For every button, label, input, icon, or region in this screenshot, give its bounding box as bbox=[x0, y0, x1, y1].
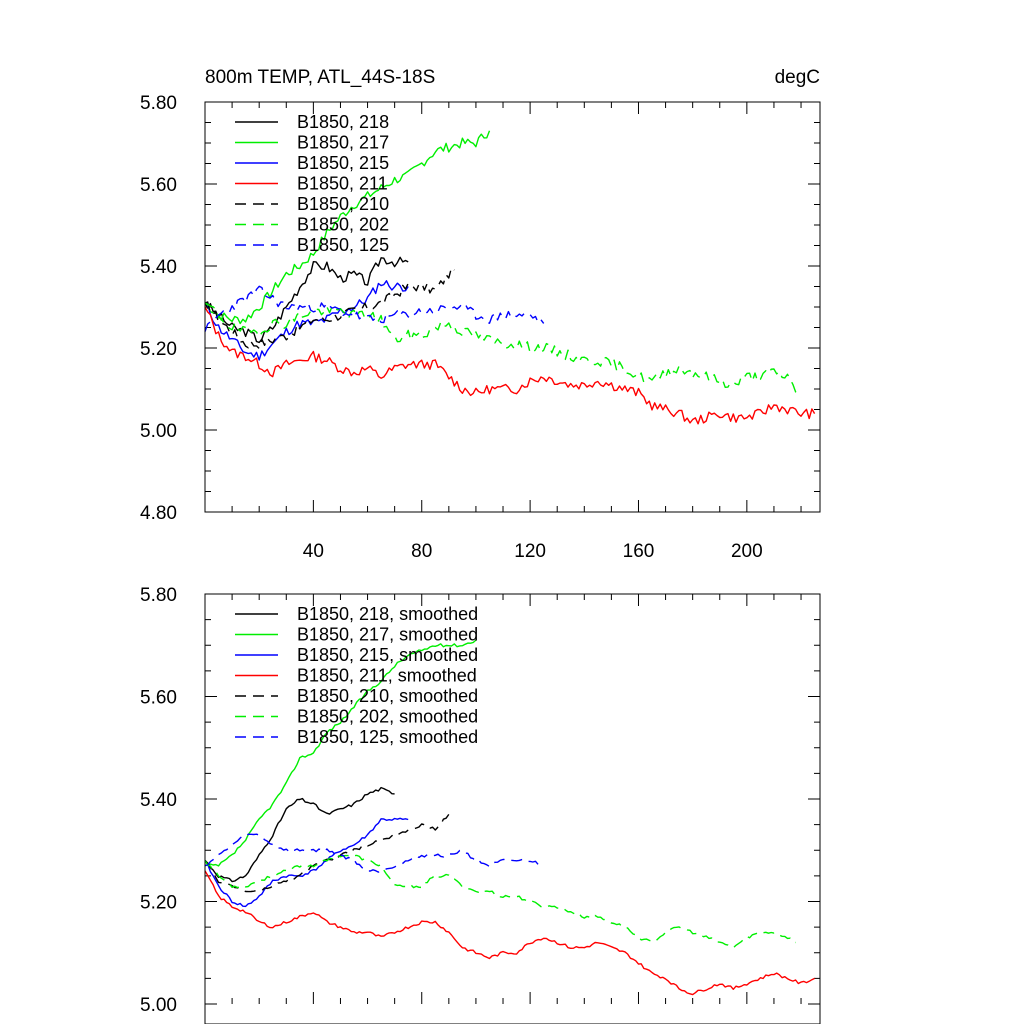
series-line bbox=[204, 817, 409, 908]
series-line bbox=[204, 870, 815, 996]
series-line bbox=[204, 302, 802, 398]
legend-label: B1850, 125, smoothed bbox=[297, 727, 478, 747]
top-panel-series bbox=[204, 130, 816, 425]
top-panel: 800m TEMP, ATL_44S-18S degC 4.80 5.00 5.20… bbox=[140, 67, 821, 562]
top-chart-title: 800m TEMP, ATL_44S-18S bbox=[205, 67, 435, 88]
legend-label: B1850, 215 bbox=[297, 153, 389, 173]
y-tick-label: 5.60 bbox=[140, 688, 177, 709]
legend-label: B1850, 217 bbox=[297, 133, 389, 153]
y-tick-label: 5.80 bbox=[140, 585, 177, 606]
y-tick-label: 5.40 bbox=[140, 790, 177, 811]
x-tick-label: 120 bbox=[514, 541, 546, 562]
x-tick-label: 80 bbox=[411, 541, 432, 562]
top-panel-ticks: 4.80 5.00 5.20 5.40 5.60 5.80 40 80 120 160 200 bbox=[140, 93, 820, 562]
bottom-panel-ticks: 5.00 5.20 5.40 5.60 5.80 bbox=[140, 585, 820, 1016]
series-line bbox=[204, 280, 409, 361]
legend-label: B1850, 125 bbox=[297, 235, 389, 255]
x-tick-label: 160 bbox=[623, 541, 655, 562]
series-line bbox=[204, 285, 545, 332]
legend-label: B1850, 215, smoothed bbox=[297, 645, 478, 665]
legend-label: B1850, 211 bbox=[297, 174, 388, 194]
legend-label: B1850, 211, smoothed bbox=[297, 666, 477, 686]
top-plot-frame bbox=[204, 101, 821, 513]
series-line bbox=[204, 266, 455, 350]
y-tick-label: 5.80 bbox=[140, 93, 177, 114]
series-line bbox=[204, 853, 796, 949]
top-chart-units: degC bbox=[775, 67, 820, 88]
y-tick-label: 5.20 bbox=[140, 339, 177, 360]
legend-label: B1850, 202 bbox=[297, 215, 389, 235]
y-tick-label: 5.40 bbox=[140, 257, 177, 278]
x-tick-label: 40 bbox=[303, 541, 324, 562]
y-tick-label: 5.20 bbox=[140, 893, 177, 914]
series-line bbox=[204, 813, 450, 893]
legend-label: B1850, 218, smoothed bbox=[297, 604, 478, 624]
bottom-panel-series bbox=[204, 639, 815, 996]
bottom-panel: 5.00 5.20 5.40 5.60 5.80 B1850, 218, smoothe… bbox=[140, 585, 821, 1024]
legend-label: B1850, 218 bbox=[297, 112, 389, 132]
x-tick-label: 200 bbox=[731, 541, 763, 562]
legend-label: B1850, 210 bbox=[297, 194, 389, 214]
legend-label: B1850, 202, smoothed bbox=[297, 707, 478, 727]
y-tick-label: 5.00 bbox=[140, 421, 177, 442]
y-tick-label: 5.00 bbox=[140, 995, 177, 1016]
series-line bbox=[204, 130, 491, 325]
series-line bbox=[204, 786, 395, 883]
bottom-plot-frame bbox=[204, 593, 821, 1024]
series-line bbox=[204, 639, 477, 867]
legend-label: B1850, 217, smoothed bbox=[297, 625, 478, 645]
y-tick-label: 5.60 bbox=[140, 175, 177, 196]
y-tick-label: 4.80 bbox=[140, 503, 177, 524]
legend-label: B1850, 210, smoothed bbox=[297, 686, 478, 706]
series-line bbox=[204, 306, 816, 425]
series-line bbox=[204, 833, 545, 873]
